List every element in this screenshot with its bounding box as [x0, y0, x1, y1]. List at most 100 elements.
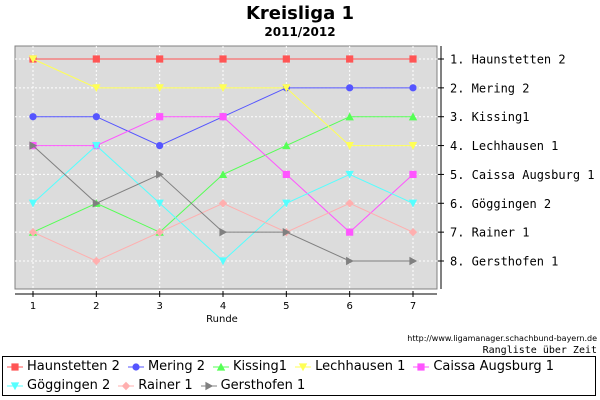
data-point — [156, 170, 164, 179]
plot-area — [14, 45, 438, 290]
data-point — [282, 199, 291, 208]
data-point — [218, 199, 228, 208]
chart-title: Kreisliga 1 — [246, 3, 354, 24]
series-6 — [28, 141, 418, 266]
legend-swatch-marker — [417, 362, 425, 371]
legend-item: Haunstetten 2 — [7, 359, 120, 374]
data-point — [409, 84, 417, 92]
legend-swatch-marker — [298, 362, 308, 371]
chart-subtitle: 2011/2012 — [264, 25, 335, 39]
legend-item: Mering 2 — [127, 359, 205, 374]
data-point — [92, 256, 101, 266]
legend-swatch — [118, 381, 135, 390]
data-point — [345, 112, 354, 121]
x-tick-labels: 1 2 3 4 5 6 7 — [30, 301, 416, 312]
legend-label: Gersthofen 1 — [220, 378, 306, 393]
data-point — [346, 84, 354, 92]
series-4 — [28, 55, 418, 150]
legend-swatch — [127, 362, 144, 371]
data-point — [345, 141, 354, 150]
data-point — [155, 199, 164, 208]
x-tick-label: 1 — [30, 301, 36, 312]
data-point — [29, 113, 37, 121]
chart-caption: Rangliste über Zeit — [483, 345, 597, 356]
legend-item: Gersthofen 1 — [200, 378, 306, 393]
data-point — [156, 141, 164, 150]
data-point — [28, 227, 38, 237]
legend-item: Kissing1 — [213, 359, 287, 374]
data-point — [346, 228, 354, 236]
legend-row: Haunstetten 2 Mering 2 Kissing1 Lechhausen … — [7, 359, 562, 374]
data-point — [408, 199, 418, 208]
data-point — [282, 55, 290, 63]
legend-swatch — [7, 381, 23, 390]
legend-item: Rainer 1 — [118, 378, 193, 393]
x-tick-label: 7 — [410, 301, 416, 312]
data-point — [219, 227, 228, 237]
y-tick-label: 7. Rainer 1 — [450, 226, 529, 240]
data-point — [92, 141, 101, 150]
legend-label: Göggingen 2 — [27, 378, 111, 393]
data-point — [156, 55, 164, 63]
line-chart: Kreisliga 1 2011/2012 1. Haunstetten 2 2.… — [14, 3, 597, 356]
y-tick-label: 3. Kissing1 — [450, 110, 529, 124]
legend-row: Göggingen 2 Rainer 1 Gersthofen 1 — [7, 378, 313, 393]
legend-swatch — [200, 381, 217, 390]
legend-label: Caissa Augsburg 1 — [433, 359, 555, 374]
data-point — [282, 227, 291, 237]
series-layer — [28, 55, 418, 266]
x-tick-label: 4 — [220, 301, 226, 312]
legend-swatch — [7, 362, 23, 371]
data-point — [92, 113, 100, 121]
source-url: http://www.ligamanager.schachbund-bayern… — [407, 334, 597, 343]
legend-swatch-marker — [10, 381, 20, 390]
data-point — [408, 112, 418, 121]
data-point — [28, 55, 38, 64]
data-point — [408, 141, 418, 150]
data-point — [218, 170, 228, 179]
legend-item: Lechhausen 1 — [295, 359, 405, 374]
legend-label: Lechhausen 1 — [315, 359, 406, 374]
legend: Haunstetten 2 Mering 2 Kissing1 Lechhausen … — [2, 356, 596, 396]
data-point — [282, 84, 291, 93]
data-point — [282, 141, 291, 150]
data-point — [92, 55, 100, 63]
y-tick-label: 5. Caissa Augsburg 1 — [450, 168, 595, 182]
data-point — [345, 199, 354, 208]
y-tick-labels: 1. Haunstetten 2 2. Mering 2 3. Kissing1 4.… — [450, 53, 595, 269]
y-tick-label: 2. Mering 2 — [450, 81, 529, 95]
legend-swatch — [213, 362, 230, 371]
x-tick-label: 5 — [283, 301, 289, 312]
legend-swatch-marker — [216, 362, 226, 371]
data-point — [155, 227, 164, 237]
data-point — [218, 84, 228, 93]
x-tick-label: 2 — [93, 301, 99, 312]
legend-label: Rainer 1 — [138, 378, 193, 393]
data-point — [346, 55, 354, 63]
legend-swatch-marker — [122, 381, 131, 390]
data-point — [346, 256, 354, 266]
y-tick-label: 6. Göggingen 2 — [450, 197, 551, 211]
legend-item: Caissa Augsburg 1 — [413, 359, 554, 374]
x-axis-label: Runde — [206, 314, 238, 325]
data-point — [409, 256, 418, 266]
series-8 — [29, 141, 418, 266]
data-point — [92, 199, 101, 208]
axes — [15, 46, 444, 297]
data-point — [29, 141, 38, 150]
y-tick-label: 8. Gersthofen 1 — [450, 255, 558, 269]
data-point — [219, 55, 227, 63]
y-tick-label: 4. Lechhausen 1 — [450, 139, 558, 153]
legend-swatch — [295, 362, 312, 371]
legend-label: Kissing1 — [233, 359, 288, 374]
data-point — [156, 113, 164, 121]
data-point — [28, 199, 38, 208]
data-point — [219, 113, 227, 121]
legend-swatch-marker — [204, 381, 213, 390]
y-tick-label: 1. Haunstetten 2 — [450, 53, 566, 67]
data-point — [408, 227, 418, 237]
legend-swatch — [413, 362, 430, 371]
legend-item: Göggingen 2 — [7, 378, 110, 393]
data-point — [282, 170, 290, 179]
